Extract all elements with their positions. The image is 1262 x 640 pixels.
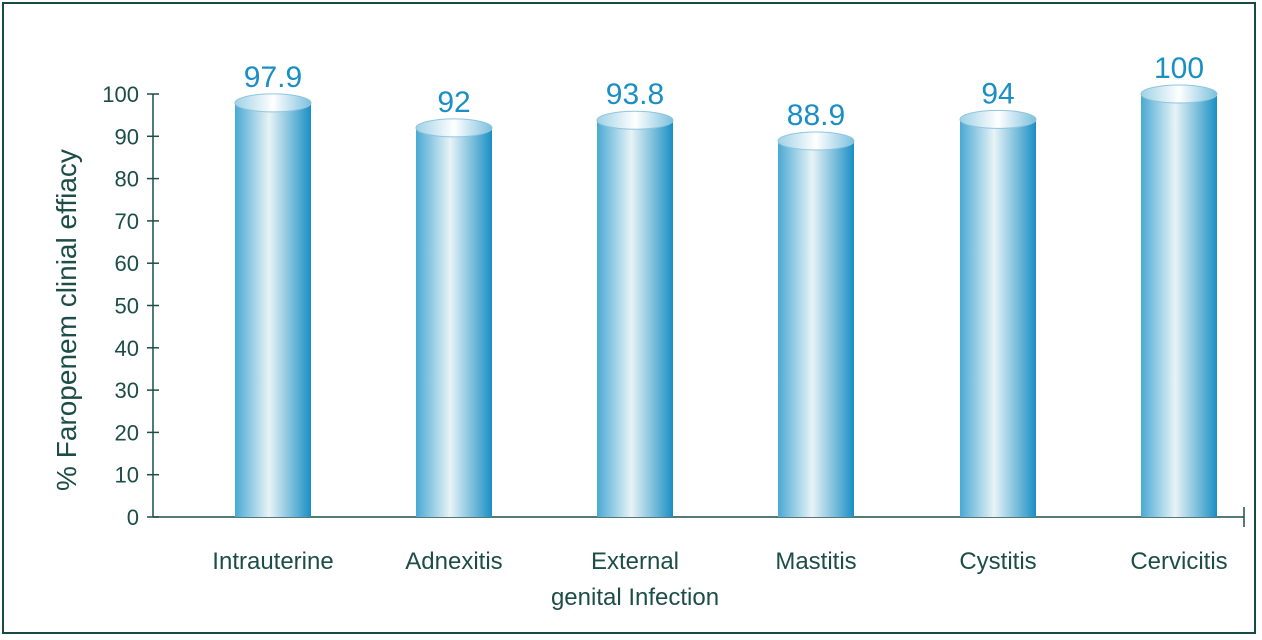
labels: 97.9 Intrauterine 92 Adnexitis 93.8 External g… — [212, 52, 1227, 611]
bar-cap — [959, 109, 1037, 129]
bars — [234, 84, 1218, 518]
bar-body — [1141, 94, 1217, 517]
data-label: 92 — [437, 86, 470, 119]
y-tick-label: 80 — [115, 167, 139, 192]
y-axis-title: % Faropenem clinial effiacy — [51, 149, 82, 491]
bar-body — [416, 127, 492, 517]
bar-cap — [1140, 84, 1218, 104]
y-tick-label: 0 — [127, 505, 139, 530]
y-tick-label: 30 — [115, 378, 139, 403]
y-tick-label: 50 — [115, 294, 139, 319]
bar — [777, 131, 855, 517]
x-tick-label: Mastitis — [775, 548, 856, 575]
bar-body — [235, 102, 311, 518]
bar — [959, 109, 1037, 517]
y-tick-label: 10 — [115, 463, 139, 488]
y-tick-label: 40 — [115, 336, 139, 361]
x-tick-label: Intrauterine — [212, 548, 333, 575]
axes: 0 10 20 30 40 50 60 70 80 90 100 — [102, 82, 1245, 530]
y-tick-label: 20 — [115, 420, 139, 445]
bar — [596, 110, 674, 517]
bar-cap — [596, 110, 674, 130]
y-tick-label: 100 — [102, 82, 139, 107]
y-tick-label: 60 — [115, 251, 139, 276]
bar-cap — [234, 93, 312, 113]
data-label: 94 — [981, 77, 1014, 110]
bar-body — [597, 120, 673, 517]
data-label: 97.9 — [244, 61, 302, 94]
data-label: 100 — [1154, 52, 1204, 85]
x-tick-label: Cervicitis — [1130, 548, 1227, 575]
bar — [415, 118, 493, 517]
x-tick-label: Cystitis — [959, 548, 1036, 575]
bar — [1140, 84, 1218, 517]
y-tick-label: 70 — [115, 209, 139, 234]
data-label: 93.8 — [606, 78, 664, 111]
x-tick-label: Adnexitis — [405, 548, 502, 575]
bar-cap — [777, 131, 855, 151]
x-tick-label: External — [591, 548, 679, 575]
bar-body — [778, 140, 854, 517]
data-label: 88.9 — [787, 99, 845, 132]
y-tick-label: 90 — [115, 124, 139, 149]
x-tick-label: genital Infection — [551, 584, 719, 611]
bar-body — [960, 119, 1036, 517]
bar — [234, 93, 312, 518]
bar-cap — [415, 118, 493, 138]
